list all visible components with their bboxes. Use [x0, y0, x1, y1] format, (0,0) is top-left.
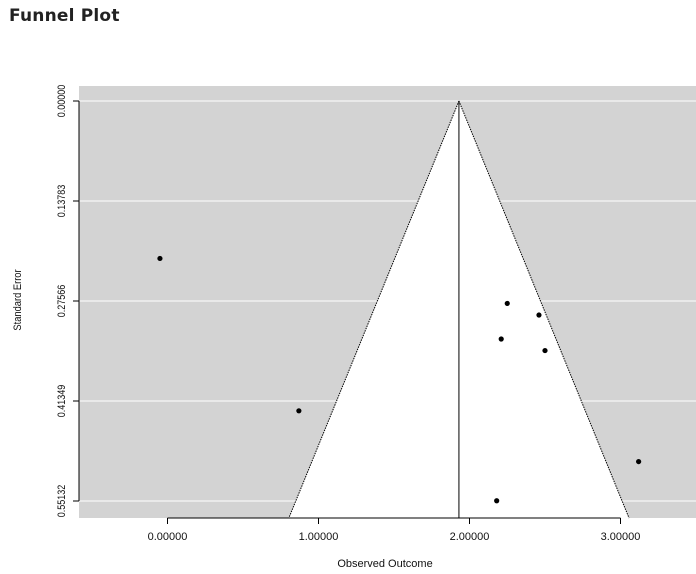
funnel-right-boundary: [458, 100, 630, 519]
y-tick-label: 0.27566: [56, 284, 68, 317]
x-axis-title: Observed Outcome: [337, 558, 432, 570]
y-tick-label: 0.55132: [56, 484, 68, 517]
x-tick-label: 2.00000: [450, 531, 490, 543]
funnel-left-boundary: [288, 100, 460, 519]
data-point: [636, 458, 642, 465]
x-tick-label: 3.00000: [601, 531, 641, 543]
y-axis: 0.00000 0.13783 0.27566 0.41349 0.55132: [56, 84, 80, 517]
page-title: Funnel Plot: [9, 6, 120, 26]
data-point: [494, 498, 500, 504]
y-tick-label: 0.41349: [56, 384, 68, 417]
data-point: [296, 408, 302, 414]
y-tick-label: 0.00000: [56, 84, 68, 117]
data-point: [542, 347, 548, 354]
data-point: [504, 300, 510, 307]
x-axis: 0.00000 1.00000 2.00000 3.00000: [148, 517, 641, 543]
y-tick-label: 0.13783: [56, 184, 68, 217]
data-point: [498, 336, 504, 342]
y-axis-title: Standard Error: [12, 269, 24, 331]
data-point: [536, 312, 542, 318]
x-tick-label: 1.00000: [299, 531, 339, 543]
data-points: [157, 255, 642, 504]
data-point: [157, 255, 163, 262]
x-tick-label: 0.00000: [148, 531, 188, 543]
